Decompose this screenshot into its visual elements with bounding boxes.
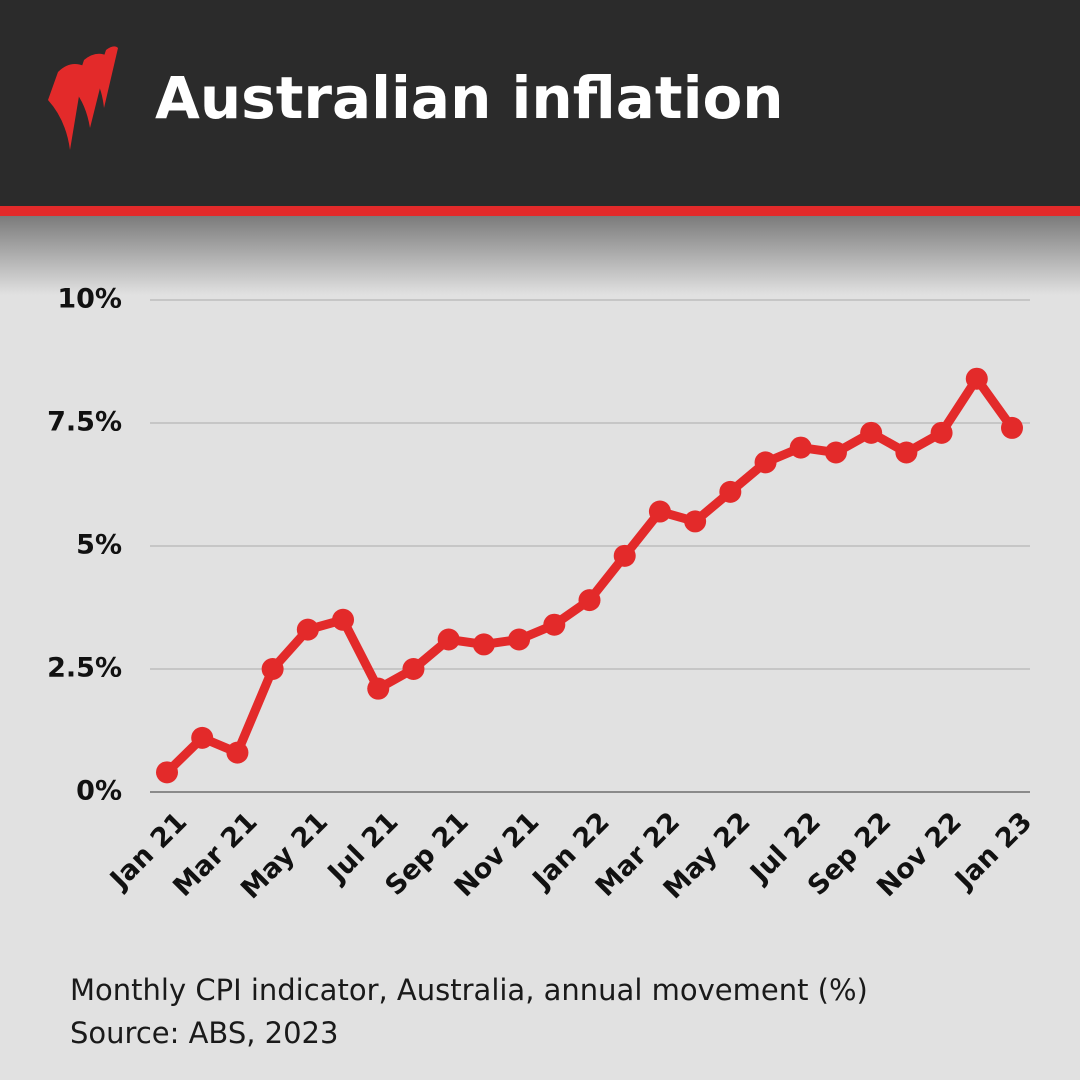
point: [719, 480, 742, 503]
point: [1001, 416, 1023, 439]
point: [156, 761, 178, 784]
point: [261, 658, 284, 680]
logo: [48, 46, 118, 150]
source: Source: ABS, 2023: [70, 1016, 338, 1050]
point: [613, 544, 636, 567]
point: [472, 633, 495, 656]
point: [226, 741, 249, 764]
y-tick-label: 2.5%: [47, 653, 122, 684]
y-tick-label: 0%: [76, 776, 122, 807]
point: [332, 608, 355, 631]
point: [508, 628, 531, 651]
point: [824, 441, 847, 464]
point: [860, 421, 883, 444]
header-rule: [0, 206, 1080, 216]
header-bar: [0, 0, 1080, 206]
point: [684, 510, 707, 533]
point: [754, 451, 777, 474]
caption: Monthly CPI indicator, Australia, annual…: [70, 973, 868, 1007]
y-tick-label: 5%: [76, 530, 122, 561]
title: Australian inflation: [155, 64, 784, 132]
point: [296, 618, 319, 641]
point: [543, 613, 566, 636]
point: [437, 628, 460, 651]
y-tick-label: 7.5%: [47, 407, 122, 438]
point: [578, 589, 601, 612]
point: [191, 726, 214, 749]
point: [930, 421, 953, 444]
point: [965, 367, 988, 390]
point: [367, 677, 390, 700]
point: [402, 658, 425, 680]
point: [789, 436, 812, 459]
header-shadow: [0, 215, 1080, 295]
point: [648, 500, 671, 523]
point: [895, 441, 918, 464]
y-tick-label: 10%: [57, 284, 122, 315]
